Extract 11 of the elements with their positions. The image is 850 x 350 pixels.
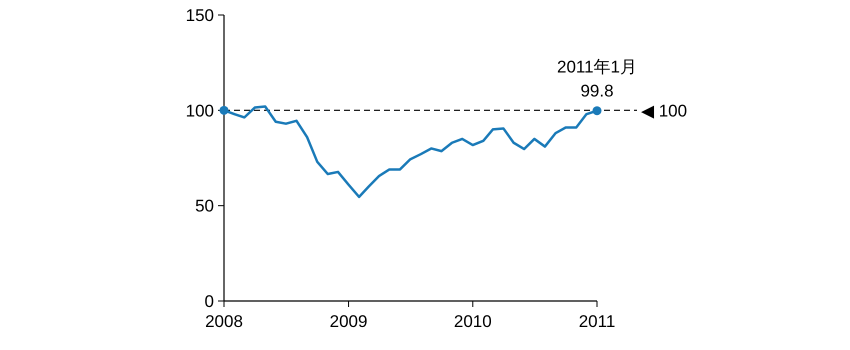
annotation: 2011年1月 bbox=[556, 58, 638, 77]
y-tick-label: 150 bbox=[186, 6, 214, 25]
x-tick-label: 2008 bbox=[205, 312, 243, 331]
y-tick-label: 50 bbox=[195, 196, 214, 216]
data-label: 99.8 bbox=[580, 82, 614, 101]
y-tick-label: 0 bbox=[204, 292, 214, 311]
x-tick-label: 2009 bbox=[330, 312, 368, 331]
x-tick-label: 2011 bbox=[578, 312, 616, 331]
x-tick-label: 2010 bbox=[454, 312, 492, 331]
ref-line-label: ◀ 100 bbox=[641, 101, 688, 120]
y-tick-label: 100 bbox=[186, 101, 214, 120]
